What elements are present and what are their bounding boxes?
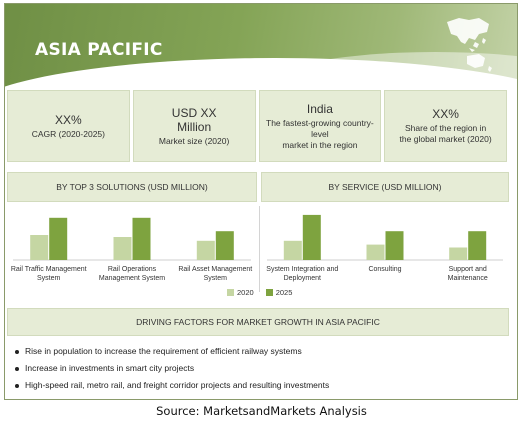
bar-2020 <box>366 244 385 260</box>
solutions-chart: Rail Traffic Management System Rail Operat… <box>7 204 257 302</box>
category-label: System <box>204 275 228 282</box>
asia-pacific-map-icon <box>447 18 492 72</box>
bar-2020 <box>449 247 468 260</box>
legend-swatch-2025 <box>265 289 273 296</box>
drivers-title: DRIVING FACTORS FOR MARKET GROWTH IN ASI… <box>7 308 509 336</box>
region-share-stat: XX% Share of the region in the global ma… <box>384 90 507 162</box>
market-size-label: Market size (2020) <box>158 135 230 146</box>
bar-2025 <box>302 214 321 260</box>
cagr-value: XX% <box>55 112 82 127</box>
legend-label-2020: 2020 <box>237 288 254 297</box>
category-label: Rail Asset Management <box>178 266 252 273</box>
driver-item: Increase in investments in smart city pr… <box>15 360 505 377</box>
category-label: System Integration and <box>266 266 338 273</box>
fastest-country-stat: India The fastest-growing country-level … <box>258 90 382 162</box>
region-share-label-line2: the global market (2020) <box>399 134 492 144</box>
bar-2025 <box>132 217 151 260</box>
bar-2020 <box>30 235 49 260</box>
driver-item: High-speed rail, metro rail, and freight… <box>15 377 505 394</box>
bullet-icon <box>15 366 19 371</box>
legend-item-2025: 2025 <box>265 288 293 297</box>
bar-2025 <box>49 217 68 260</box>
market-size-value-line1: USD XX <box>171 105 217 120</box>
cagr-label: CAGR (2020-2025) <box>31 128 105 139</box>
category-label: Maintenance <box>448 275 488 282</box>
region-banner: ASIA PACIFIC <box>5 4 517 88</box>
region-share-value: XX% <box>432 107 459 121</box>
category-label: Deployment <box>284 275 321 282</box>
chart-divider <box>259 206 260 292</box>
bar-2020 <box>196 240 215 260</box>
category-label: Consulting <box>368 266 401 273</box>
chart-legend: 2020 2025 <box>227 288 292 297</box>
bar-2025 <box>385 231 404 260</box>
service-chart: System Integration and Deployment Consulti… <box>261 204 509 302</box>
source-note: Source: MarketsandMarkets Analysis <box>156 404 367 418</box>
driver-text: High-speed rail, metro rail, and freight… <box>25 380 330 390</box>
bullet-icon <box>15 383 19 388</box>
category-label: System <box>37 275 61 282</box>
category-label: Management System <box>99 275 165 282</box>
market-size-value-line2: Million <box>177 119 212 134</box>
cagr-stat: XX% CAGR (2020-2025) <box>7 90 130 162</box>
driver-text: Rise in population to increase the requi… <box>25 346 302 356</box>
infographic-frame: ASIA PACIFIC XX% CAGR (2020-2025) USD XX… <box>4 3 518 400</box>
category-label: Rail Traffic Management <box>11 266 87 273</box>
market-size-stat: USD XX Million Market size (2020) <box>132 90 256 162</box>
bar-2025 <box>215 231 234 260</box>
bar-2020 <box>113 237 132 260</box>
category-label: Support and <box>449 266 487 273</box>
region-share-label-line1: Share of the region in <box>404 123 487 133</box>
driver-text: Increase in investments in smart city pr… <box>25 363 195 373</box>
fastest-country-label-line2: market in the region <box>282 139 358 150</box>
bullet-icon <box>15 349 19 354</box>
legend-swatch-2020 <box>227 289 234 296</box>
category-label: Rail Operations <box>108 266 157 273</box>
fastest-country-value: India <box>306 101 333 116</box>
bar-2025 <box>468 231 487 260</box>
solutions-chart-svg: Rail Traffic Management System Rail Operat… <box>11 217 252 282</box>
legend-label-2025: 2025 <box>275 288 293 297</box>
service-chart-svg: System Integration and Deployment Consulti… <box>266 214 503 282</box>
solutions-chart-title: BY TOP 3 SOLUTIONS (USD MILLION) <box>7 172 257 202</box>
service-chart-title: BY SERVICE (USD MILLION) <box>261 172 509 202</box>
legend-item-2020: 2020 <box>227 288 254 297</box>
fastest-country-label-line1: The fastest-growing country-level <box>266 117 374 139</box>
bar-2020 <box>283 240 302 260</box>
driver-item: Rise in population to increase the requi… <box>15 343 505 360</box>
drivers-list: Rise in population to increase the requi… <box>15 343 505 394</box>
region-title: ASIA PACIFIC <box>35 40 163 60</box>
stats-row: XX% CAGR (2020-2025) USD XX Million Mark… <box>7 90 507 162</box>
